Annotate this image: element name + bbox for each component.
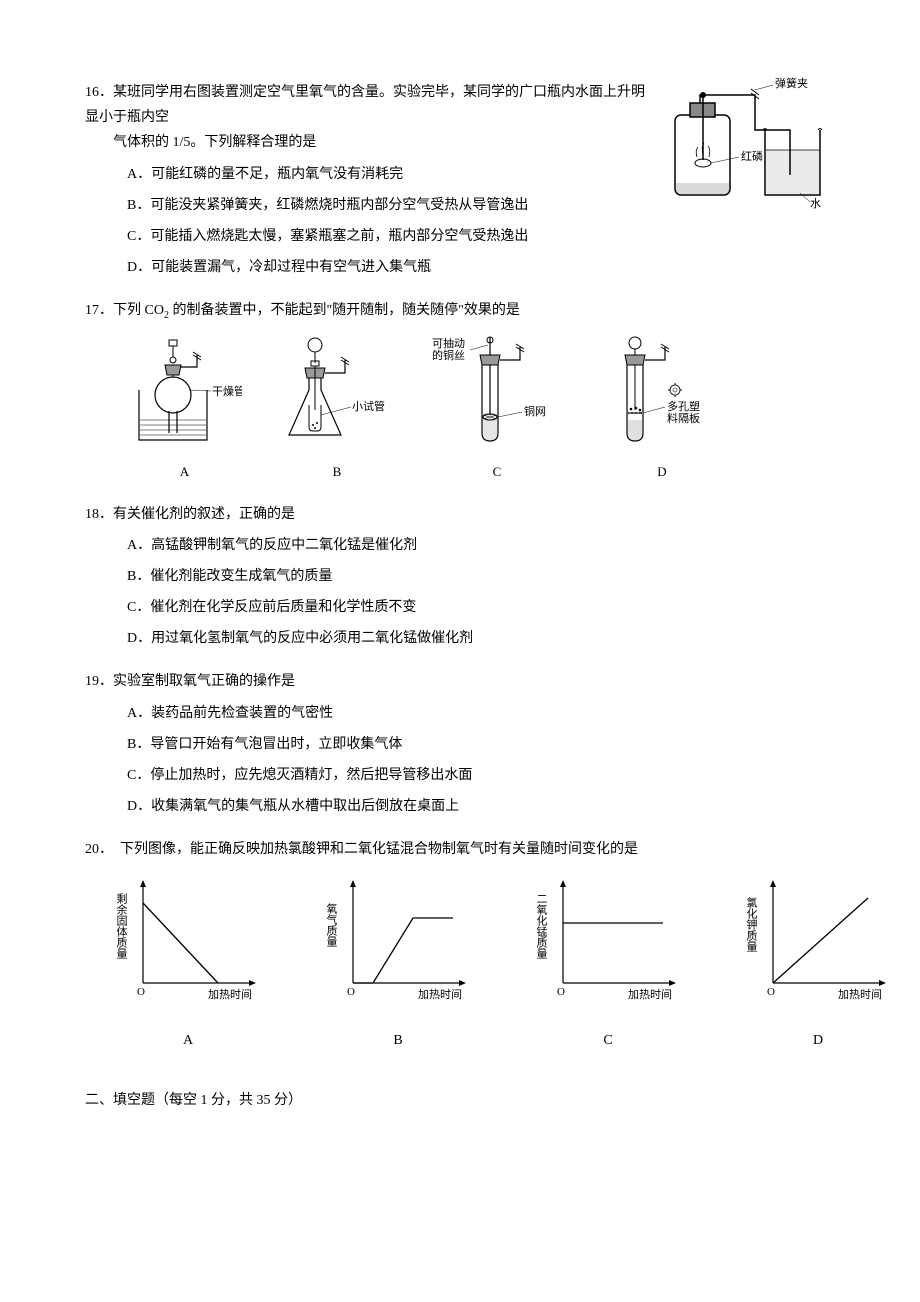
option-d: D．用过氧化氢制氧气的反应中必须用二氧化锰做催化剂 [127, 626, 835, 651]
caption-c: C [493, 460, 502, 483]
diagram-b: 小试管 B [277, 335, 397, 483]
question-text: 下列图像，能正确反映加热氯酸钾和二氧化锰混合物制氧气时有关量随时间变化的是 [120, 842, 638, 857]
caption-d: D [657, 460, 666, 483]
graphs-row: 剩余固体质量 O 加热时间 A 氧气质量 O 加热时间 B [85, 873, 835, 1053]
caption-b: B [393, 1028, 402, 1053]
graph-a: 剩余固体质量 O 加热时间 A [113, 873, 263, 1053]
question-number: 19． [85, 674, 113, 689]
question-19: 19．实验室制取氧气正确的操作是 A．装药品前先检查装置的气密性 B．导管口开始… [85, 669, 835, 819]
q16-apparatus-diagram: 弹簧夹 红磷 [655, 75, 835, 234]
option-c: C．停止加热时，应先熄灭酒精灯，然后把导管移出水面 [127, 763, 835, 788]
caption-b: B [333, 460, 342, 483]
water-label: 水 [810, 197, 821, 210]
option-b: B．催化剂能改变生成氧气的质量 [127, 564, 835, 589]
question-text: 有关催化剂的叙述，正确的是 [113, 507, 295, 522]
svg-text:加热时间: 加热时间 [628, 988, 672, 1001]
svg-text:料隔板: 料隔板 [667, 411, 700, 425]
porous-plate-label: 多孔塑 [667, 399, 700, 413]
option-d: D．收集满氧气的集气瓶从水槽中取出后倒放在桌面上 [127, 794, 835, 819]
svg-text:加热时间: 加热时间 [838, 988, 882, 1001]
svg-text:加热时间: 加热时间 [208, 988, 252, 1001]
option-a: A．装药品前先检查装置的气密性 [127, 701, 835, 726]
svg-text:O: O [767, 986, 775, 998]
small-tube-label: 小试管 [352, 399, 385, 413]
svg-text:O: O [137, 986, 145, 998]
option-d: D．可能装置漏气，冷却过程中有空气进入集气瓶 [127, 255, 835, 280]
red-phosphorus-label: 红磷 [741, 150, 763, 163]
question-18: 18．有关催化剂的叙述，正确的是 A．高锰酸钾制氧气的反应中二氧化锰是催化剂 B… [85, 502, 835, 652]
svg-text:剩余固体质量: 剩余固体质量 [115, 892, 128, 958]
question-number: 18． [85, 507, 113, 522]
graph-b: 氧气质量 O 加热时间 B [323, 873, 473, 1053]
question-options: A．高锰酸钾制氧气的反应中二氧化锰是催化剂 B．催化剂能改变生成氧气的质量 C．… [85, 533, 835, 652]
question-20: 20． 下列图像，能正确反映加热氯酸钾和二氧化锰混合物制氧气时有关量随时间变化的… [85, 837, 835, 1052]
question-number: 20． [85, 842, 106, 857]
svg-text:二氧化锰质量: 二氧化锰质量 [535, 893, 548, 959]
question-text-line1: 某班同学用右图装置测定空气里氧气的含量。实验完毕，某同学的广口瓶内水面上升明显小… [85, 85, 645, 125]
option-c: C．催化剂在化学反应前后质量和化学性质不变 [127, 595, 835, 620]
copper-mesh-label: 铜网 [524, 404, 546, 418]
graph-d: 氯化钾质量 O 加热时间 D [743, 873, 893, 1053]
graph-c: 二氧化锰质量 O 加热时间 C [533, 873, 683, 1053]
svg-text:O: O [347, 986, 355, 998]
question-text: 下列 CO2 的制备装置中，不能起到"随开随制，随关随停"效果的是 [113, 303, 520, 318]
diagram-a: 干燥管 A [127, 335, 242, 483]
option-b: B．导管口开始有气泡冒出时，立即收集气体 [127, 732, 835, 757]
section-2-header: 二、填空题（每空 1 分，共 35 分） [85, 1088, 835, 1113]
svg-text:加热时间: 加热时间 [418, 988, 462, 1001]
caption-c: C [603, 1028, 612, 1053]
svg-text:氧气质量: 氧气质量 [325, 901, 338, 946]
option-a: A．高锰酸钾制氧气的反应中二氧化锰是催化剂 [127, 533, 835, 558]
copper-wire-label: 可抽动 [432, 336, 465, 350]
diagram-c: 可抽动 的铜丝 铜网 [432, 335, 562, 483]
caption-a: A [183, 1028, 193, 1053]
svg-text:氯化钾质量: 氯化钾质量 [745, 895, 758, 951]
question-text: 实验室制取氧气正确的操作是 [113, 674, 295, 689]
question-options: A．装药品前先检查装置的气密性 B．导管口开始有气泡冒出时，立即收集气体 C．停… [85, 701, 835, 820]
caption-a: A [180, 460, 189, 483]
svg-text:O: O [557, 986, 565, 998]
apparatus-diagrams: 干燥管 A [85, 335, 835, 483]
drying-tube-label: 干燥管 [212, 384, 242, 398]
diagram-d: 多孔塑 料隔板 D [597, 335, 727, 483]
question-17: 17．下列 CO2 的制备装置中，不能起到"随开随制，随关随停"效果的是 [85, 298, 835, 483]
spring-clip-label: 弹簧夹 [775, 76, 808, 90]
svg-text:的铜丝: 的铜丝 [432, 348, 465, 362]
question-number: 17． [85, 303, 113, 318]
question-16: 弹簧夹 红磷 [85, 80, 835, 280]
caption-d: D [813, 1028, 823, 1053]
question-number: 16． [85, 85, 113, 100]
